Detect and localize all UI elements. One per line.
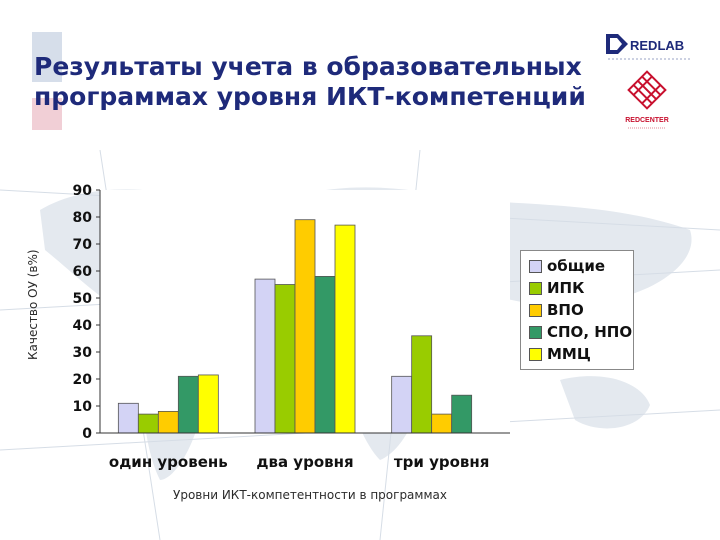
bar-1-1: [274, 284, 296, 434]
bar-0-4: [197, 374, 219, 434]
chart-legend: общие ИПК ВПО СПО, НПО ММЦ: [520, 250, 634, 370]
y-tick-label: 10: [73, 399, 93, 415]
y-tick-label: 40: [73, 318, 93, 334]
bar-2-0: [391, 375, 413, 434]
legend-swatch: [529, 259, 542, 273]
x-category-label: один уровень: [109, 453, 228, 471]
bar-1-3: [314, 275, 336, 434]
svg-text:REDLAB: REDLAB: [630, 38, 684, 53]
y-tick-label: 50: [73, 291, 93, 307]
legend-item: СПО, НПО: [529, 321, 633, 343]
legend-swatch: [529, 303, 542, 317]
y-tick-label: 80: [73, 210, 93, 226]
redcenter-logo: REDCENTER: [625, 70, 669, 129]
slide-title: Результаты учета в образовательных прогр…: [34, 52, 594, 112]
legend-item: ИПК: [529, 277, 633, 299]
slide-title-line-1: Результаты учета в образовательных: [34, 52, 582, 81]
legend-item: ММЦ: [529, 343, 633, 365]
bar-0-0: [117, 402, 139, 434]
redlab-logo: REDLAB: [606, 34, 690, 60]
decor-block-pink: [32, 98, 62, 130]
y-tick-label: 20: [73, 372, 93, 388]
y-tick-label: 60: [73, 264, 93, 280]
legend-label: ИПК: [547, 279, 585, 297]
bar-2-2: [431, 413, 453, 434]
bar-0-2: [157, 410, 179, 434]
legend-item: ВПО: [529, 299, 633, 321]
y-tick-label: 0: [82, 426, 92, 442]
x-axis-title: Уровни ИКТ-компетентности в программах: [173, 488, 447, 502]
legend-label: ВПО: [547, 301, 584, 319]
bar-0-3: [177, 375, 199, 434]
x-category-label: два уровня: [256, 453, 353, 471]
legend-swatch: [529, 281, 542, 295]
slide-title-line-2: программах уровня ИКТ-компетенций: [34, 82, 586, 111]
bar-1-0: [254, 278, 276, 434]
decor-block-blue: [32, 32, 62, 82]
bar-2-3: [451, 394, 473, 434]
x-category-label: три уровня: [394, 453, 489, 471]
legend-swatch: [529, 325, 542, 339]
legend-label: общие: [547, 257, 606, 275]
svg-text:REDCENTER: REDCENTER: [625, 117, 669, 124]
y-tick-label: 70: [73, 237, 93, 253]
y-tick-label: 90: [73, 183, 93, 199]
y-tick-label: 30: [73, 345, 93, 361]
legend-label: СПО, НПО: [547, 323, 633, 341]
bar-1-2: [294, 219, 316, 434]
bar-1-4: [334, 224, 356, 434]
legend-label: ММЦ: [547, 345, 591, 363]
legend-item: общие: [529, 255, 633, 277]
bar-2-1: [411, 335, 433, 434]
bar-0-1: [137, 413, 159, 434]
legend-swatch: [529, 347, 542, 361]
